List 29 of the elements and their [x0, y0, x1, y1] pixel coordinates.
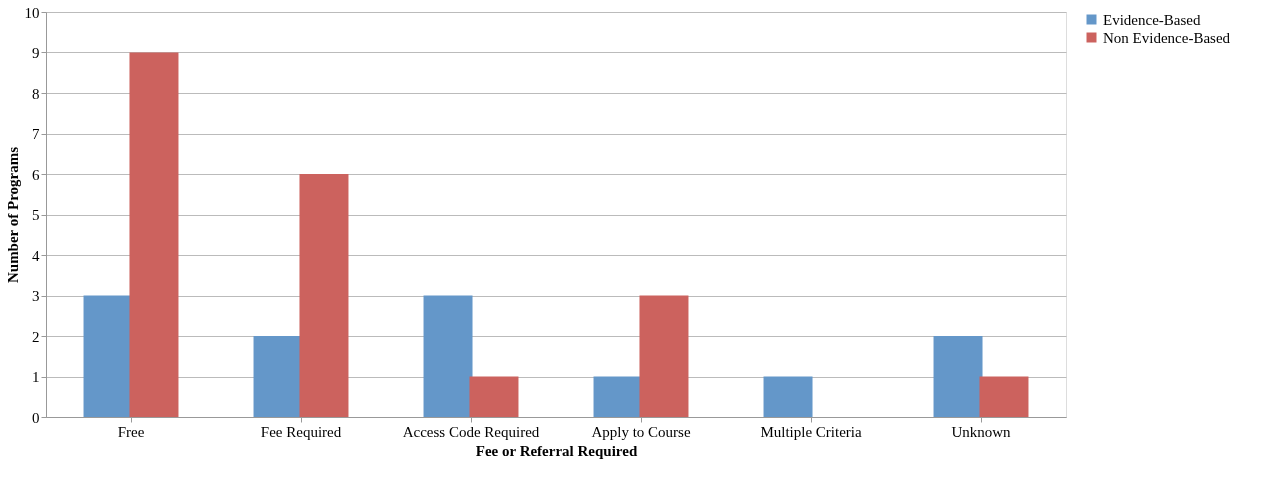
x-tick-label: Access Code Required [402, 423, 540, 440]
y-tick-label: 0 [32, 409, 40, 426]
y-tick-label: 9 [32, 45, 40, 61]
y-tick-label: 5 [32, 207, 40, 223]
x-tick-label: Unknown [951, 423, 1012, 440]
y-tick-label: 8 [32, 85, 40, 102]
y-tick-label: 7 [32, 126, 40, 142]
x-tick-label: Free [117, 423, 145, 440]
x-tick-label: Multiple Criteria [760, 423, 862, 440]
y-tick-label: 3 [32, 288, 40, 304]
y-tick-label: 2 [32, 328, 40, 345]
y-tick-label: 1 [32, 369, 40, 385]
y-tick-label: 6 [32, 166, 40, 183]
legend-label: Non Evidence-Based [1103, 29, 1231, 46]
bar [469, 376, 519, 417]
y-tick-label: 4 [32, 247, 40, 264]
x-tick-label: Fee Required [260, 423, 342, 440]
bar [639, 295, 689, 417]
bar [763, 376, 813, 417]
bar [299, 174, 349, 417]
x-axis-title: Fee or Referral Required [475, 442, 638, 459]
y-axis-title: Number of Programs [4, 146, 21, 284]
legend-label: Evidence-Based [1103, 11, 1201, 28]
bar [979, 376, 1029, 417]
bar [129, 52, 179, 417]
x-tick-label: Apply to Course [591, 423, 691, 440]
bar [933, 336, 983, 417]
y-tick-label: 10 [24, 4, 40, 21]
bar [423, 295, 473, 417]
